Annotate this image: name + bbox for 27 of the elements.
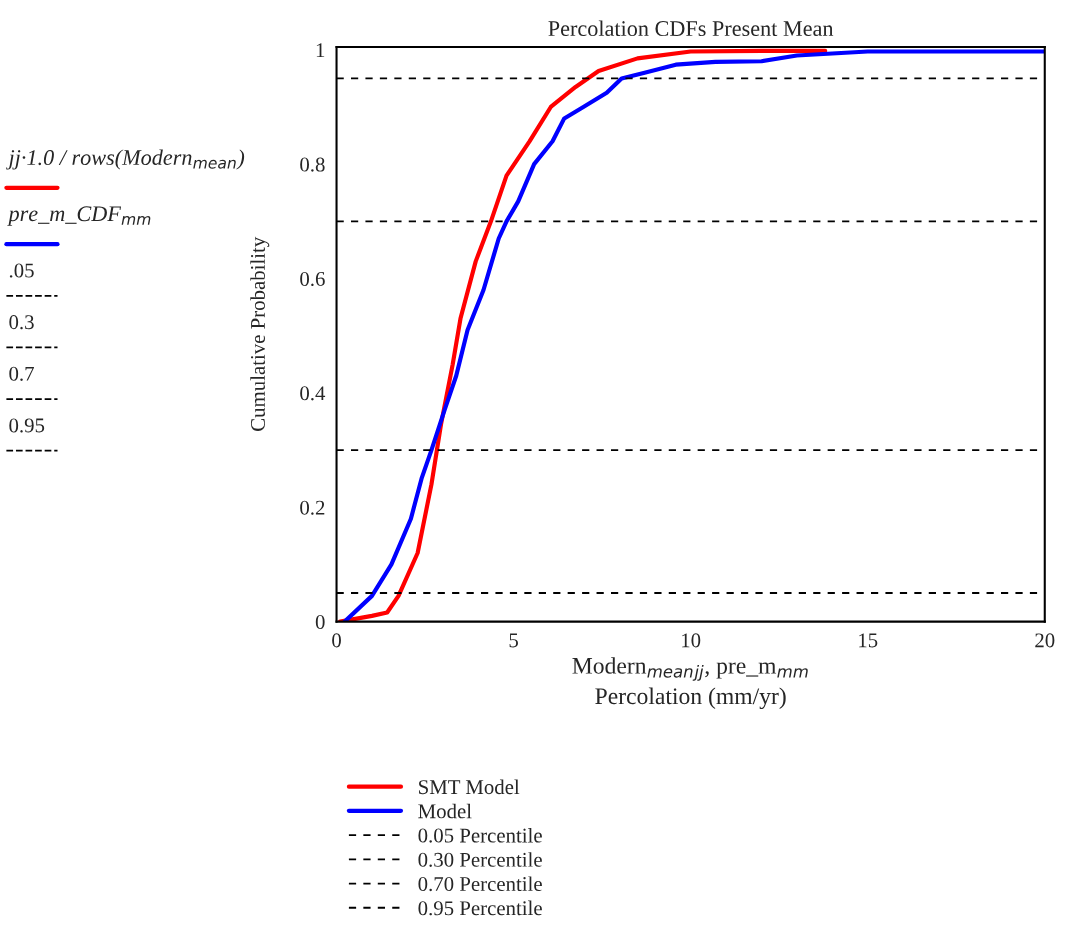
x-tick-label: 0 (332, 633, 341, 648)
y-tick-label: 0.8 (300, 157, 325, 172)
chart-title: Percolation CDFs Present Mean (548, 20, 834, 37)
y-tick-label: 0 (315, 614, 325, 630)
text: 0.3 (9, 315, 34, 330)
legend-label: 0.95 Percentile (418, 900, 542, 916)
x-tick-label: 10 (682, 633, 701, 648)
legend-label: Model (418, 803, 472, 819)
x-tick-label: 5 (509, 633, 518, 648)
legend-label: 0.05 Percentile (418, 827, 542, 843)
text: jj·1.0 / rows(Modern$_{mean}$) (6, 149, 245, 170)
text: pre_m_CDF$_{mm}$ (7, 206, 151, 226)
text: .05 (9, 263, 34, 278)
text: 0.95 (9, 418, 45, 433)
legend-label: 0.30 Percentile (418, 852, 542, 867)
legend-label: 0.70 Percentile (418, 876, 542, 892)
x-tick-label: 20 (1035, 633, 1055, 648)
y-axis-title: Cumulative Probability (250, 236, 270, 431)
y-tick-label: 0.2 (300, 500, 325, 515)
legend-label: SMT Model (419, 779, 520, 795)
x-tick-label: 15 (859, 633, 878, 648)
x-axis-title: Modern$_{meanjj}$, pre_m$_{mm}$ Percolation (mm/yr) (572, 657, 808, 710)
line-series (342, 49, 1045, 622)
y-tick-label: 1 (316, 43, 325, 58)
y-tick-label: 0.4 (300, 386, 326, 401)
text: 0.7 (9, 366, 34, 381)
y-tick-label: 0.6 (300, 271, 325, 287)
